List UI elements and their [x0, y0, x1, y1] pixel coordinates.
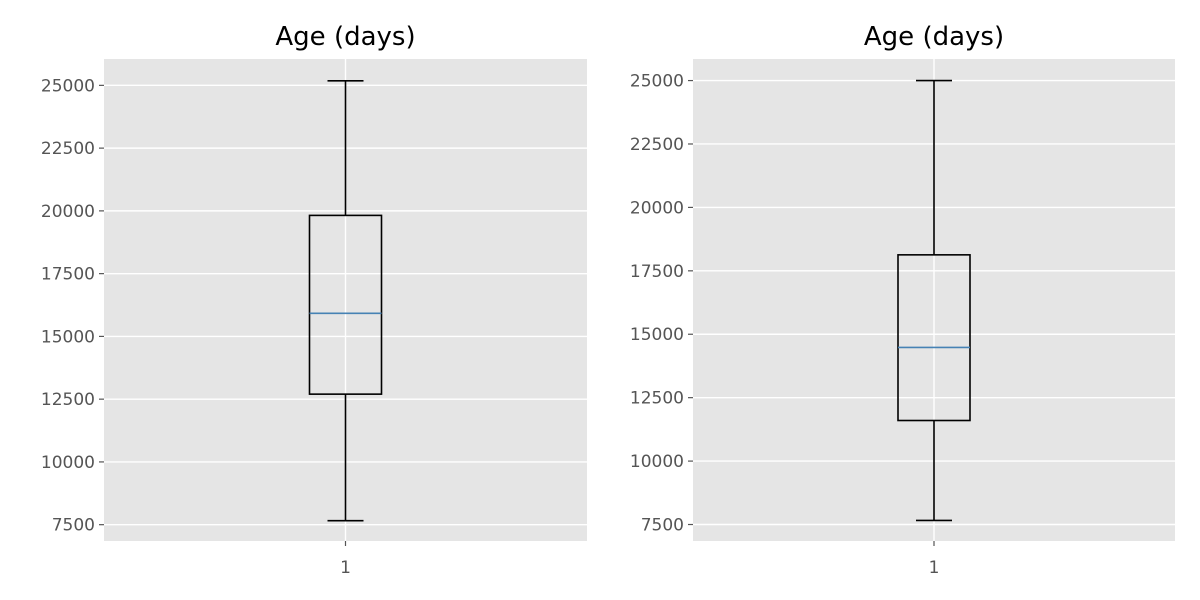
chart-title-1: Age (days)	[275, 22, 415, 52]
x-axis-2: 1	[929, 541, 940, 578]
y-axis-2: 7500 10000 12500 15000 17500 20000 22500 25000	[630, 72, 693, 536]
y-tick-label-2-7: 25000	[630, 72, 684, 92]
subplot-1: 750010000125001500017500200002250025000 …	[41, 22, 587, 578]
y-tick-label-1-6: 22500	[41, 139, 95, 159]
boxplot-1	[308, 80, 383, 522]
y-tick-label-2-2: 12500	[630, 389, 684, 409]
y-tick-label-1-3: 15000	[41, 327, 95, 347]
x-axis-1: 1	[340, 541, 351, 578]
y-tick-label-2-6: 22500	[630, 135, 684, 155]
chart-title-2: Age (days)	[864, 22, 1004, 52]
y-tick-label-2-1: 10000	[630, 452, 684, 472]
y-tick-label-1-0: 7500	[52, 516, 95, 536]
y-tick-label-1-1: 10000	[41, 453, 95, 473]
y-axis-1: 7500 10000 12500 15000 17500 20000 22500 25000	[41, 76, 104, 536]
y-tick-label-1-7: 25000	[41, 76, 95, 96]
y-tick-label-2-3: 15000	[630, 325, 684, 345]
subplot-2: 750010000125001500017500200002250025000 …	[630, 22, 1175, 578]
y-tick-label-1-2: 12500	[41, 390, 95, 410]
y-tick-label-2-4: 17500	[630, 262, 684, 282]
y-tick-label-1-5: 20000	[41, 202, 95, 222]
boxplot-2	[897, 79, 971, 522]
iqr-box-2	[897, 254, 971, 422]
y-tick-label-2-5: 20000	[630, 198, 684, 218]
iqr-box-1	[308, 214, 383, 395]
y-tick-label-2-0: 7500	[641, 516, 684, 536]
x-tick-label-1: 1	[340, 558, 351, 578]
y-tick-label-1-4: 17500	[41, 265, 95, 285]
x-tick-label-2: 1	[929, 558, 940, 578]
